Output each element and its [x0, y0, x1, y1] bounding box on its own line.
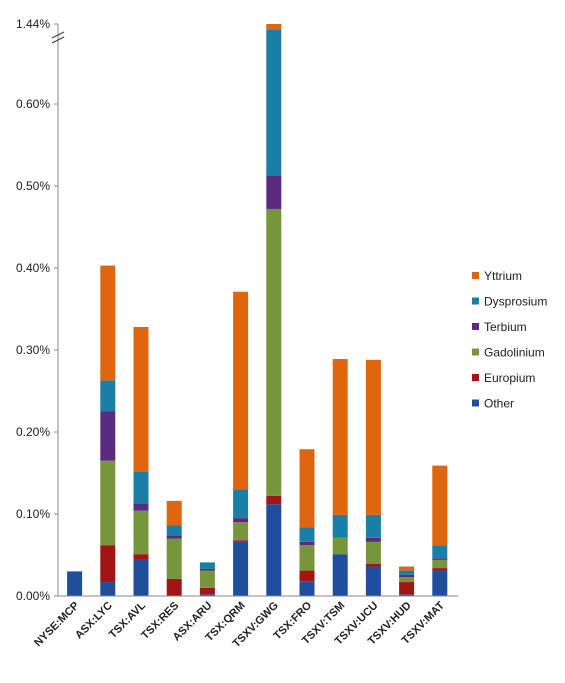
bar-segment-other-tsx-avl — [133, 559, 149, 596]
bar-segment-gadolinium-tsxv-gwg — [266, 208, 282, 496]
bar-segment-other-tsx-qrm — [233, 541, 249, 596]
legend-label-gadolinium: Gadolinium — [484, 346, 545, 360]
bar-segment-gadolinium-tsx-fro — [299, 545, 315, 571]
bar-segment-yttrium-tsx-fro — [299, 449, 315, 528]
bar-segment-terbium-tsxv-ucu — [365, 537, 381, 542]
bar-segment-dysprosium-tsxv-hud — [399, 570, 415, 575]
y-tick-label: 0.00% — [16, 589, 50, 603]
bar-segment-gadolinium-tsxv-tsm — [332, 537, 348, 555]
x-axis-labels: NYSE:MCPASX:LYCTSX:AVLTSX:RESASX:ARUTSX:… — [32, 599, 447, 650]
bar-segment-terbium-tsxv-gwg — [266, 175, 282, 209]
bar-segment-terbium-tsxv-hud — [399, 574, 415, 578]
legend: Yttrium Dysprosium Terbium Gadolinium Europi… — [472, 269, 547, 411]
bar-segment-gadolinium-tsx-avl — [133, 510, 149, 555]
bar-segment-dysprosium-tsxv-gwg — [266, 29, 282, 176]
bar-segment-europium-tsx-avl — [133, 554, 149, 560]
bar-segment-yttrium-tsx-qrm — [233, 291, 249, 490]
bar-segment-gadolinium-tsxv-ucu — [365, 541, 381, 565]
bar-segment-europium-tsx-qrm — [233, 540, 249, 542]
bar-segment-yttrium-asx-lyc — [100, 265, 116, 381]
bar-segment-europium-tsxv-mat — [432, 568, 448, 571]
legend-swatch-yttrium — [472, 272, 479, 279]
bar-segment-gadolinium-asx-aru — [199, 570, 215, 588]
bar-segment-europium-tsxv-ucu — [365, 564, 381, 567]
y-axis-break-mark — [51, 31, 65, 44]
bar-segment-europium-asx-lyc — [100, 545, 116, 583]
bar-segment-yttrium-tsx-res — [166, 500, 182, 526]
y-tick-label: 0.40% — [16, 261, 50, 275]
legend-swatch-other — [472, 399, 479, 407]
bar-segment-yttrium-tsxv-gwg — [266, 24, 282, 30]
bar-segment-other-tsxv-mat — [432, 570, 448, 596]
bar-segment-other-tsxv-tsm — [332, 554, 348, 596]
y-tick-label: 0.10% — [16, 507, 50, 521]
bar-segment-other-asx-aru — [199, 594, 215, 596]
y-tick-label: 0.20% — [16, 425, 50, 439]
bar-segment-dysprosium-tsxv-mat — [432, 545, 448, 559]
legend-swatch-terbium — [472, 323, 479, 330]
y-tick-label: 0.50% — [16, 179, 50, 193]
bar-segment-europium-tsxv-gwg — [266, 495, 282, 505]
legend-label-other: Other — [484, 397, 514, 411]
bar-segment-terbium-asx-lyc — [100, 411, 116, 461]
bar-segment-yttrium-tsxv-hud — [399, 566, 415, 571]
bar-segment-europium-asx-aru — [199, 587, 215, 595]
bar-segment-terbium-tsx-fro — [299, 541, 315, 546]
bar-segment-europium-tsx-res — [166, 578, 182, 596]
bar-segment-dysprosium-tsx-res — [166, 525, 182, 536]
bar-segment-yttrium-tsxv-tsm — [332, 359, 348, 515]
bar-segment-dysprosium-asx-lyc — [100, 380, 116, 412]
bar-segment-yttrium-tsx-avl — [133, 327, 149, 472]
legend-label-europium: Europium — [484, 371, 535, 385]
bar-segment-yttrium-tsxv-ucu — [365, 359, 381, 515]
bar-segment-europium-tsxv-hud — [399, 582, 415, 595]
bar-segment-terbium-asx-aru — [199, 568, 215, 571]
bar-segment-other-tsxv-gwg — [266, 504, 282, 596]
y-axis-ticks: 0.00% 0.10% 0.20% 0.30% 0.40% 0.50% 0.60% 1.44% — [16, 17, 58, 603]
bar-segment-other-tsxv-hud — [399, 594, 415, 596]
bar-segment-gadolinium-tsx-res — [166, 538, 182, 579]
bar-segment-gadolinium-tsxv-hud — [399, 577, 415, 583]
bar-segment-other-asx-lyc — [100, 582, 116, 596]
legend-label-yttrium: Yttrium — [484, 269, 522, 283]
x-tick-label: NYSE:MCP — [32, 600, 82, 650]
bar-segment-other-nyse-mcp — [67, 571, 83, 596]
legend-label-dysprosium: Dysprosium — [484, 295, 547, 309]
bar-segment-gadolinium-tsxv-mat — [432, 559, 448, 569]
bars-layer — [67, 24, 448, 596]
y-tick-label: 0.60% — [16, 97, 50, 111]
bar-segment-dysprosium-asx-aru — [199, 562, 215, 569]
bar-segment-terbium-tsx-qrm — [233, 518, 249, 523]
bar-segment-dysprosium-tsxv-tsm — [332, 514, 348, 538]
bar-segment-europium-tsx-fro — [299, 570, 315, 582]
legend-swatch-gadolinium — [472, 348, 479, 356]
legend-swatch-dysprosium — [472, 297, 479, 305]
legend-swatch-europium — [472, 374, 479, 381]
bar-segment-yttrium-tsxv-mat — [432, 465, 448, 546]
legend-label-terbium: Terbium — [484, 320, 527, 334]
y-tick-label: 0.30% — [16, 343, 50, 357]
bar-segment-other-tsx-fro — [299, 581, 315, 596]
bar-segment-dysprosium-tsx-qrm — [233, 489, 249, 519]
y-tick-label: 1.44% — [16, 17, 50, 31]
bar-segment-dysprosium-tsxv-ucu — [365, 514, 381, 538]
bar-segment-terbium-tsxv-mat — [432, 558, 448, 560]
bar-segment-gadolinium-tsx-qrm — [233, 522, 249, 541]
bar-segment-gadolinium-asx-lyc — [100, 460, 116, 546]
bar-segment-terbium-tsx-avl — [133, 503, 149, 511]
bar-segment-terbium-tsx-res — [166, 535, 182, 539]
bar-segment-dysprosium-tsx-fro — [299, 527, 315, 542]
bar-segment-other-tsxv-ucu — [365, 566, 381, 596]
bar-segment-dysprosium-tsx-avl — [133, 471, 149, 504]
